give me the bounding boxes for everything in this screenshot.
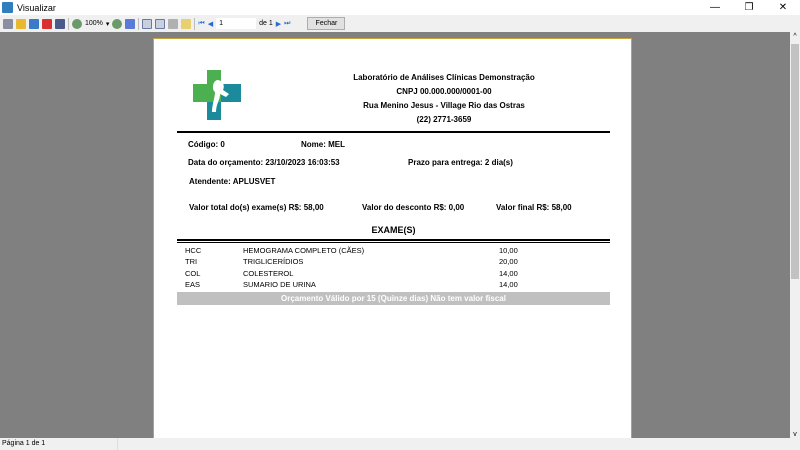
lab-phone: (22) 2771-3659	[416, 115, 472, 124]
page-count: de 1	[259, 20, 273, 27]
valor-final-field: Valor final R$: 58,00	[496, 203, 572, 212]
page-status: Página 1 de 1	[2, 438, 118, 450]
first-page-icon[interactable]: ⏮	[198, 19, 205, 27]
chevron-down-icon[interactable]: ▾	[105, 20, 110, 28]
atendente-field: Atendente: APLUSVET	[189, 177, 276, 186]
page-width-icon[interactable]	[125, 18, 136, 29]
report-page: Laboratório de Análises Clínicas Demonst…	[153, 38, 632, 438]
open-icon[interactable]	[16, 18, 26, 29]
find-icon[interactable]	[55, 18, 65, 29]
valor-desconto-field: Valor do desconto R$: 0,00	[362, 203, 465, 212]
close-button[interactable]: ✕	[778, 2, 788, 13]
prev-page-icon[interactable]: ◀	[207, 20, 214, 28]
table-row: TRI TRIGLICERÍDIOS 20,00	[185, 257, 518, 266]
settings-icon[interactable]	[168, 18, 179, 29]
report-viewer: Laboratório de Análises Clínicas Demonst…	[0, 32, 790, 438]
exames-title: EXAME(S)	[371, 225, 416, 235]
two-page-icon[interactable]	[155, 18, 166, 29]
pdf-icon[interactable]	[42, 18, 52, 29]
fechar-button[interactable]: Fechar	[307, 17, 346, 30]
table-row: EAS SUMARIO DE URINA 14,00	[185, 280, 518, 289]
table-row: COL COLESTEROL 14,00	[185, 269, 518, 278]
divider	[177, 239, 610, 241]
scroll-down-icon[interactable]: v	[793, 431, 797, 438]
codigo-field: Código: 0	[188, 140, 225, 149]
single-page-icon[interactable]	[142, 18, 153, 29]
lab-address: Rua Menino Jesus - Village Rio das Ostra…	[363, 101, 525, 110]
separator	[194, 17, 196, 30]
separator	[68, 17, 69, 30]
window-title: Visualizar	[17, 2, 56, 13]
nome-field: Nome: MEL	[301, 140, 345, 149]
table-row: HCC HEMOGRAMA COMPLETO (CÃES) 10,00	[185, 246, 518, 255]
validity-footer: Orçamento Válido por 15 (Quinze dias) Nã…	[177, 292, 610, 305]
toolbar: 100%▾ ⏮ ◀ de 1 ▶ ⏭ Fechar	[0, 15, 800, 32]
last-page-icon[interactable]: ⏭	[284, 19, 291, 27]
title-bar: Visualizar — ❐ ✕	[0, 0, 800, 15]
status-bar: Página 1 de 1	[0, 438, 800, 450]
prazo-field: Prazo para entrega: 2 dia(s)	[408, 158, 513, 167]
logo-icon	[193, 70, 241, 120]
report-header: Laboratório de Análises Clínicas Demonst…	[284, 71, 604, 127]
page-number-input[interactable]	[216, 18, 257, 29]
divider	[177, 242, 610, 243]
vertical-scrollbar[interactable]: ^ v	[790, 32, 800, 438]
zoom-out-icon[interactable]	[112, 18, 123, 29]
lab-cnpj: CNPJ 00.000.000/0001-00	[396, 87, 492, 96]
data-field: Data do orçamento: 23/10/2023 16:03:53	[188, 158, 340, 167]
minimize-button[interactable]: —	[710, 2, 720, 13]
save-icon[interactable]	[29, 18, 39, 29]
zoom-select[interactable]: 100%	[85, 20, 103, 27]
valor-total-field: Valor total do(s) exame(s) R$: 58,00	[189, 203, 324, 212]
restore-button[interactable]: ❐	[744, 2, 754, 13]
zoom-in-icon[interactable]	[72, 18, 82, 29]
lab-name: Laboratório de Análises Clínicas Demonst…	[353, 73, 535, 82]
divider	[177, 131, 610, 133]
edit-icon[interactable]	[181, 18, 192, 29]
app-icon	[2, 2, 13, 13]
scroll-up-icon[interactable]: ^	[793, 33, 797, 40]
print-icon[interactable]	[3, 18, 13, 29]
next-page-icon[interactable]: ▶	[275, 20, 282, 28]
separator	[138, 17, 140, 30]
scrollbar-thumb[interactable]	[791, 44, 799, 279]
